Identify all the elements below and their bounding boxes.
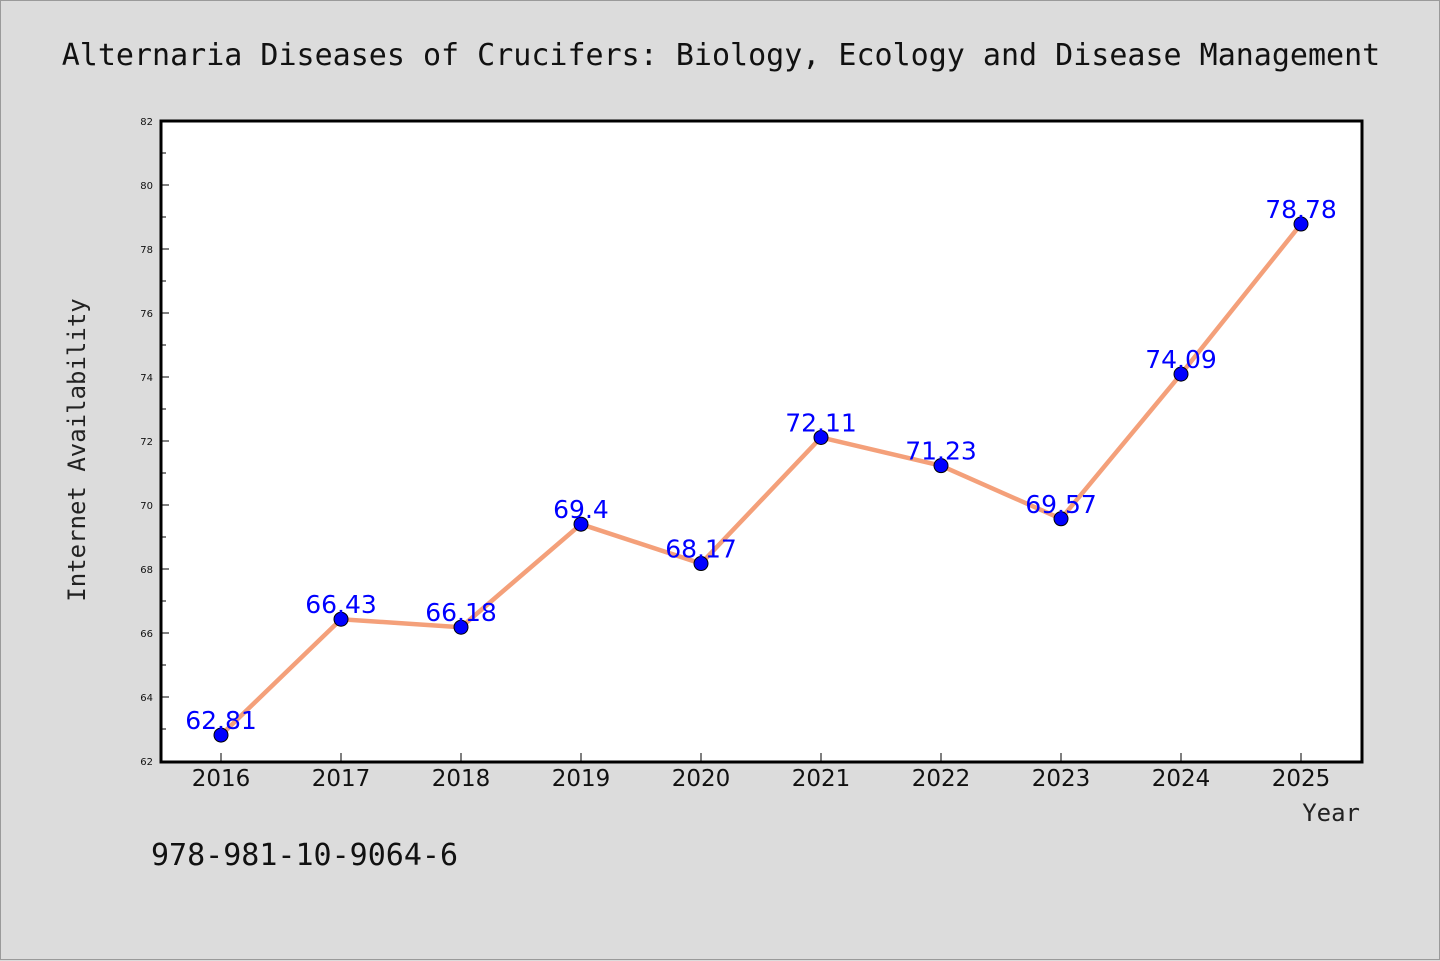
data-label: 69.57 (1025, 490, 1097, 519)
x-tick-label: 2023 (1032, 766, 1091, 792)
y-tick-label: 76 (140, 309, 153, 320)
data-point (1173, 366, 1189, 382)
y-tick-label: 68 (140, 565, 153, 576)
x-tick-label: 2019 (552, 766, 611, 792)
data-label: 66.43 (305, 590, 377, 619)
isbn-footer: 978-981-10-9064-6 (151, 838, 458, 873)
y-tick-label: 74 (140, 373, 153, 384)
x-tick-label: 2020 (672, 766, 731, 792)
y-axis-label: Internet Availability (63, 298, 91, 601)
data-point (933, 458, 949, 474)
data-point (693, 556, 709, 572)
y-tick-label: 66 (140, 629, 153, 640)
y-tick-label: 64 (140, 693, 153, 704)
x-tick-label: 2022 (912, 766, 971, 792)
x-tick-label: 2017 (312, 766, 371, 792)
data-label: 78.78 (1265, 195, 1337, 224)
y-tick-label: 70 (140, 501, 153, 512)
x-tick-label: 2016 (192, 766, 251, 792)
chart-title: Alternaria Diseases of Crucifers: Biolog… (62, 38, 1381, 73)
x-tick-label: 2024 (1152, 766, 1211, 792)
data-point (1293, 216, 1309, 232)
data-points (213, 216, 1309, 743)
data-point (1053, 511, 1069, 527)
x-axis-label: Year (1302, 799, 1360, 827)
data-point (573, 516, 589, 532)
data-labels: 62.81 66.43 66.18 69.4 68.17 72.11 71.23 69.57 7… (185, 195, 1337, 735)
data-label: 68.17 (665, 535, 737, 564)
y-axis: 62 64 66 68 70 72 74 76 78 80 82 (140, 117, 169, 768)
y-tick-label: 62 (140, 757, 153, 768)
data-point (333, 611, 349, 627)
data-label: 66.18 (425, 598, 497, 627)
data-point (453, 619, 469, 635)
x-tick-label: 2018 (432, 766, 491, 792)
data-label: 71.23 (905, 437, 977, 466)
y-tick-label: 82 (140, 117, 153, 128)
data-label: 72.11 (785, 408, 857, 437)
data-label: 69.4 (553, 495, 609, 524)
x-axis: 2016 2017 2018 2019 2020 2021 2022 2023 2024 2025 (192, 753, 1331, 792)
data-point (813, 429, 829, 445)
x-tick-label: 2021 (792, 766, 851, 792)
x-tick-label: 2025 (1272, 766, 1331, 792)
data-point (213, 727, 229, 743)
data-label: 62.81 (185, 706, 257, 735)
series-line (219, 222, 1303, 737)
y-tick-label: 72 (140, 437, 153, 448)
plot-area (159, 119, 1364, 764)
y-tick-label: 78 (140, 245, 153, 256)
y-tick-label: 80 (140, 181, 153, 192)
data-label: 74.09 (1145, 345, 1217, 374)
